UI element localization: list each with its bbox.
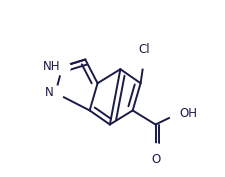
Text: OH: OH — [179, 107, 197, 121]
Text: O: O — [151, 153, 160, 167]
Text: NH: NH — [43, 60, 61, 73]
Text: N: N — [45, 86, 54, 99]
Text: Cl: Cl — [138, 43, 150, 56]
